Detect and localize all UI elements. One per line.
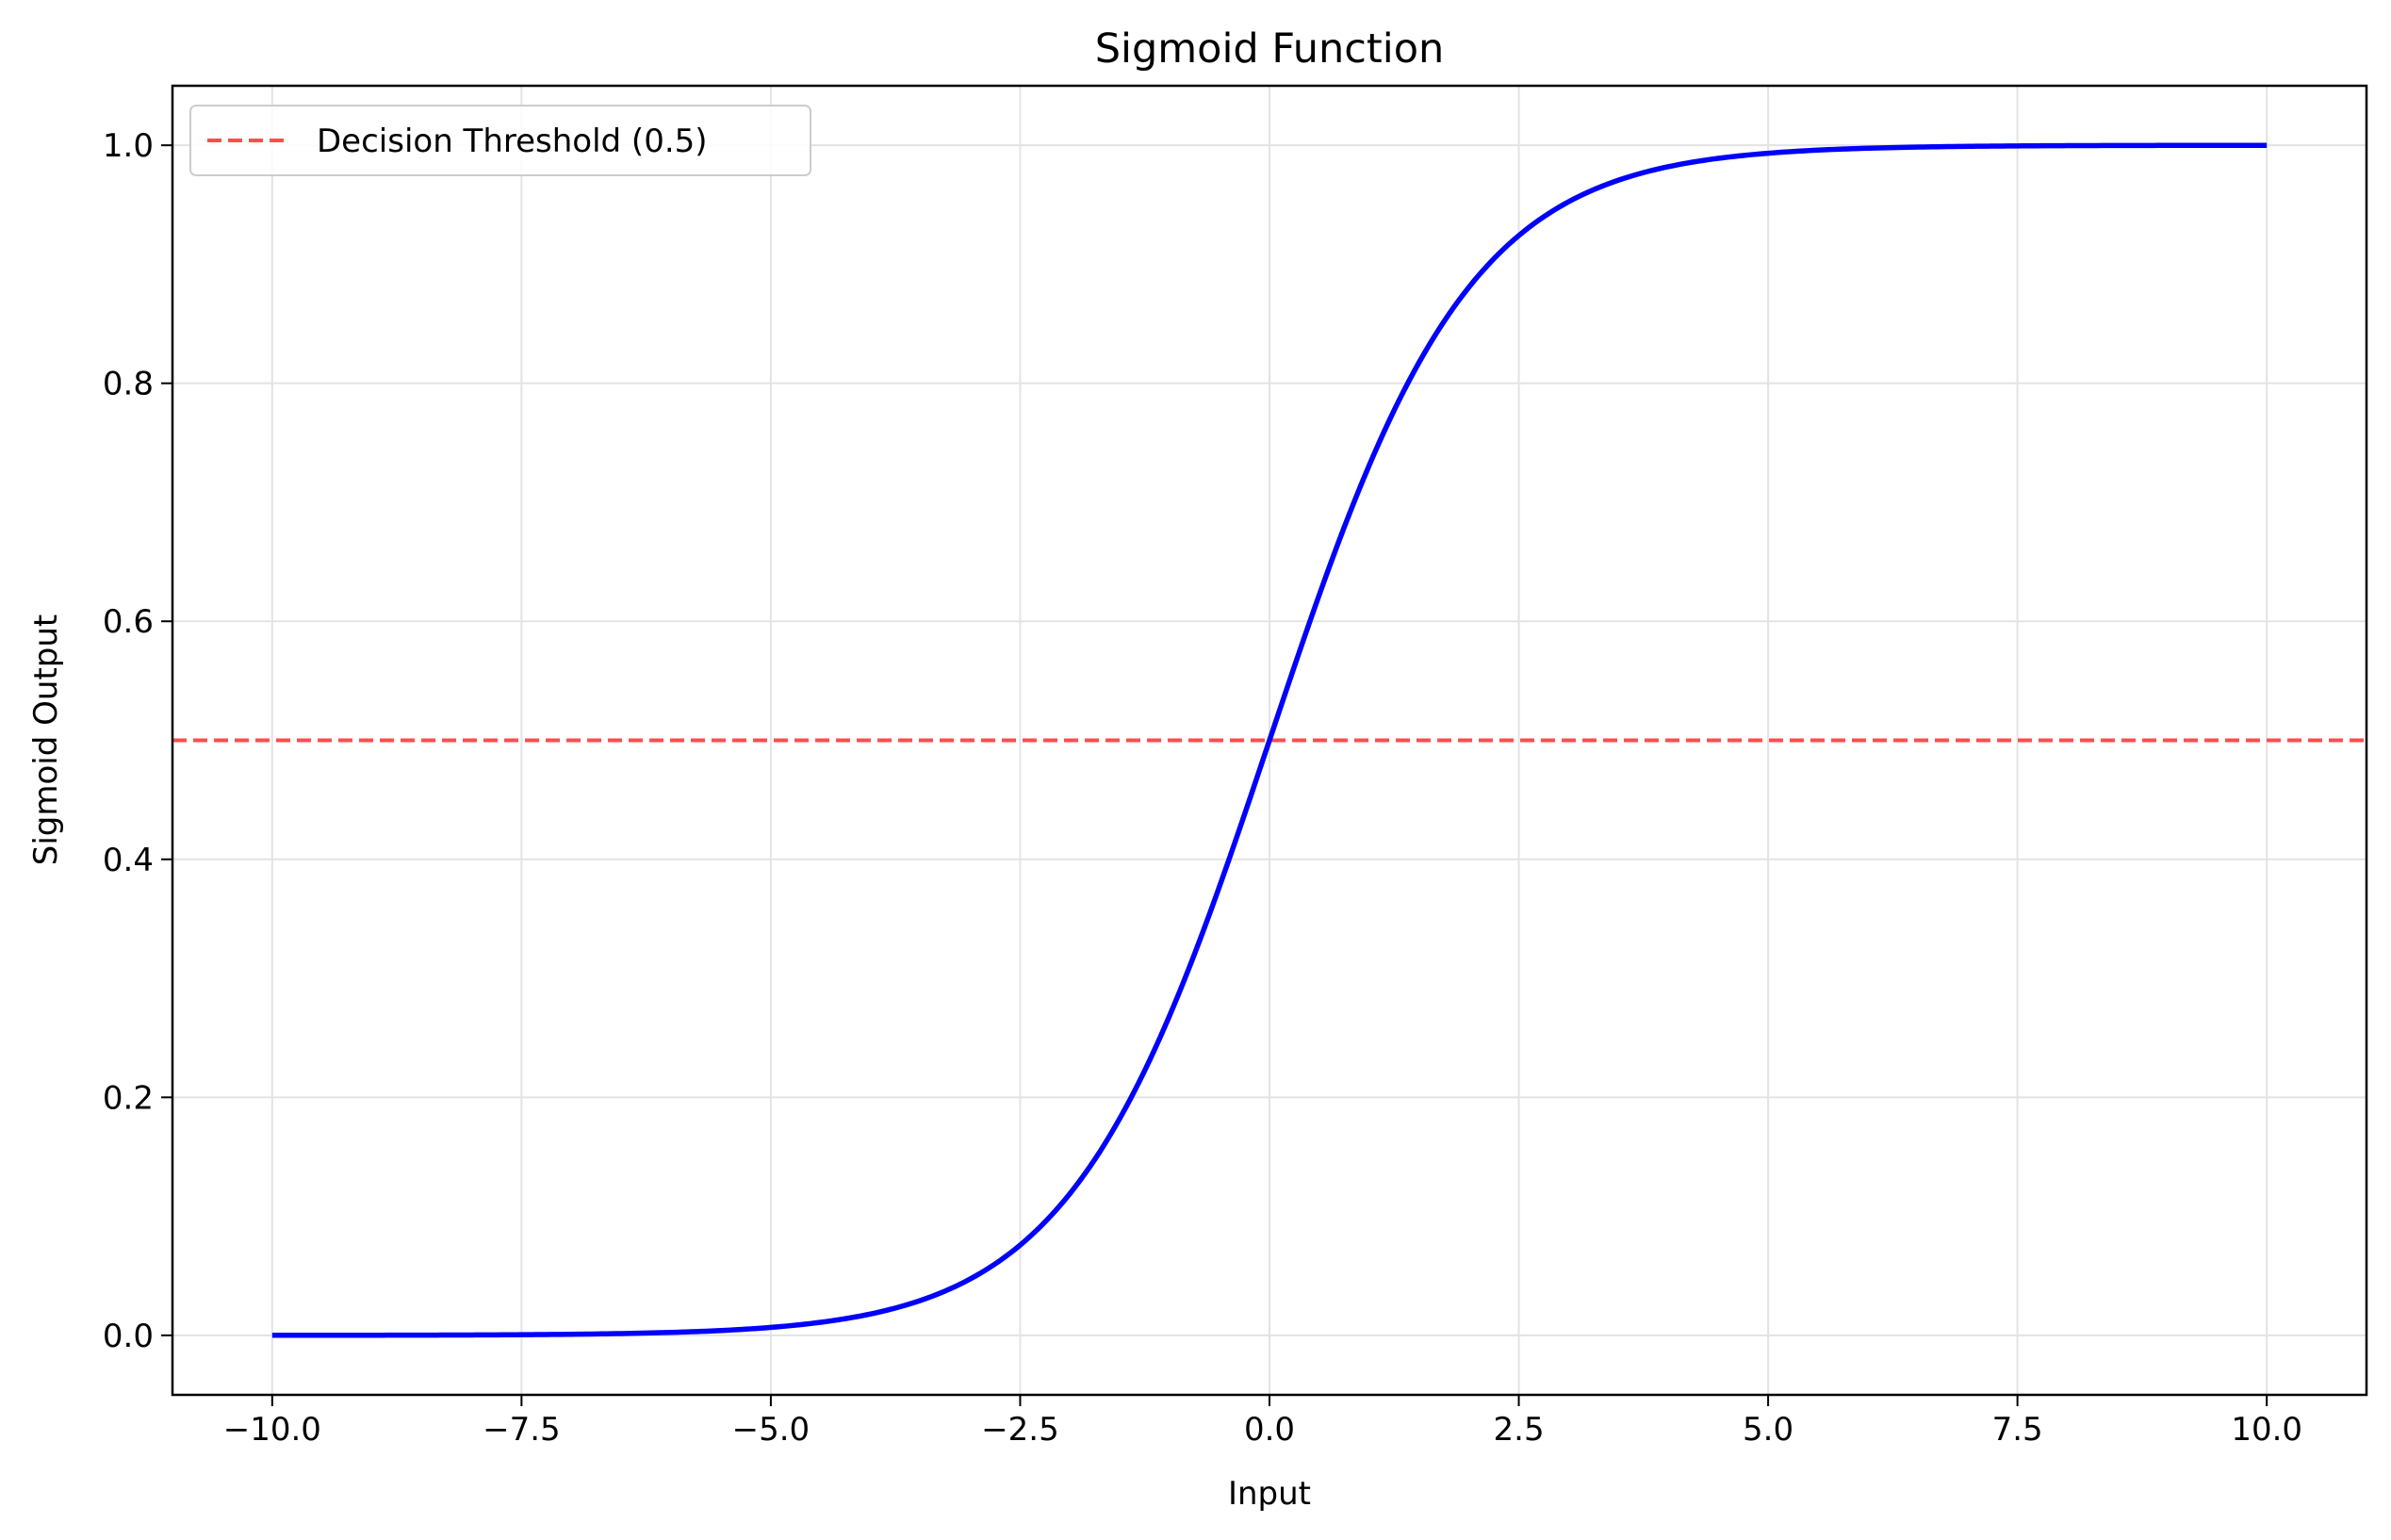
chart-title: Sigmoid Function: [1095, 25, 1445, 73]
legend-entry-threshold: Decision Threshold (0.5): [317, 123, 708, 160]
x-axis-label: Input: [1228, 1475, 1311, 1513]
x-tick-label: −2.5: [981, 1411, 1059, 1449]
x-tick-label: −10.0: [223, 1411, 321, 1449]
x-tick-label: 10.0: [2231, 1411, 2302, 1449]
y-axis: 0.0 0.2 0.4 0.6 0.8 1.0: [103, 127, 172, 1355]
y-tick-label: 0.4: [103, 842, 154, 879]
y-tick-label: 1.0: [103, 127, 154, 165]
y-axis-label: Sigmoid Output: [27, 614, 65, 865]
x-axis: −10.0 −7.5 −5.0 −2.5 0.0 2.5 5.0 7.5 10.0: [223, 1395, 2302, 1449]
sigmoid-curve: [271, 142, 2268, 1338]
x-tick-label: 0.0: [1244, 1411, 1295, 1449]
y-tick-label: 0.8: [103, 366, 154, 403]
x-tick-label: 5.0: [1743, 1411, 1793, 1449]
y-tick-label: 0.6: [103, 603, 154, 641]
series-layer: [271, 142, 2268, 1338]
x-tick-label: 7.5: [1992, 1411, 2043, 1449]
y-tick-label: 0.0: [103, 1318, 154, 1355]
x-tick-label: 2.5: [1494, 1411, 1545, 1449]
legend: Decision Threshold (0.5): [189, 105, 811, 176]
x-tick-label: −5.0: [732, 1411, 811, 1449]
legend-box: [189, 105, 811, 176]
x-tick-label: −7.5: [483, 1411, 561, 1449]
y-tick-label: 0.2: [103, 1079, 154, 1117]
